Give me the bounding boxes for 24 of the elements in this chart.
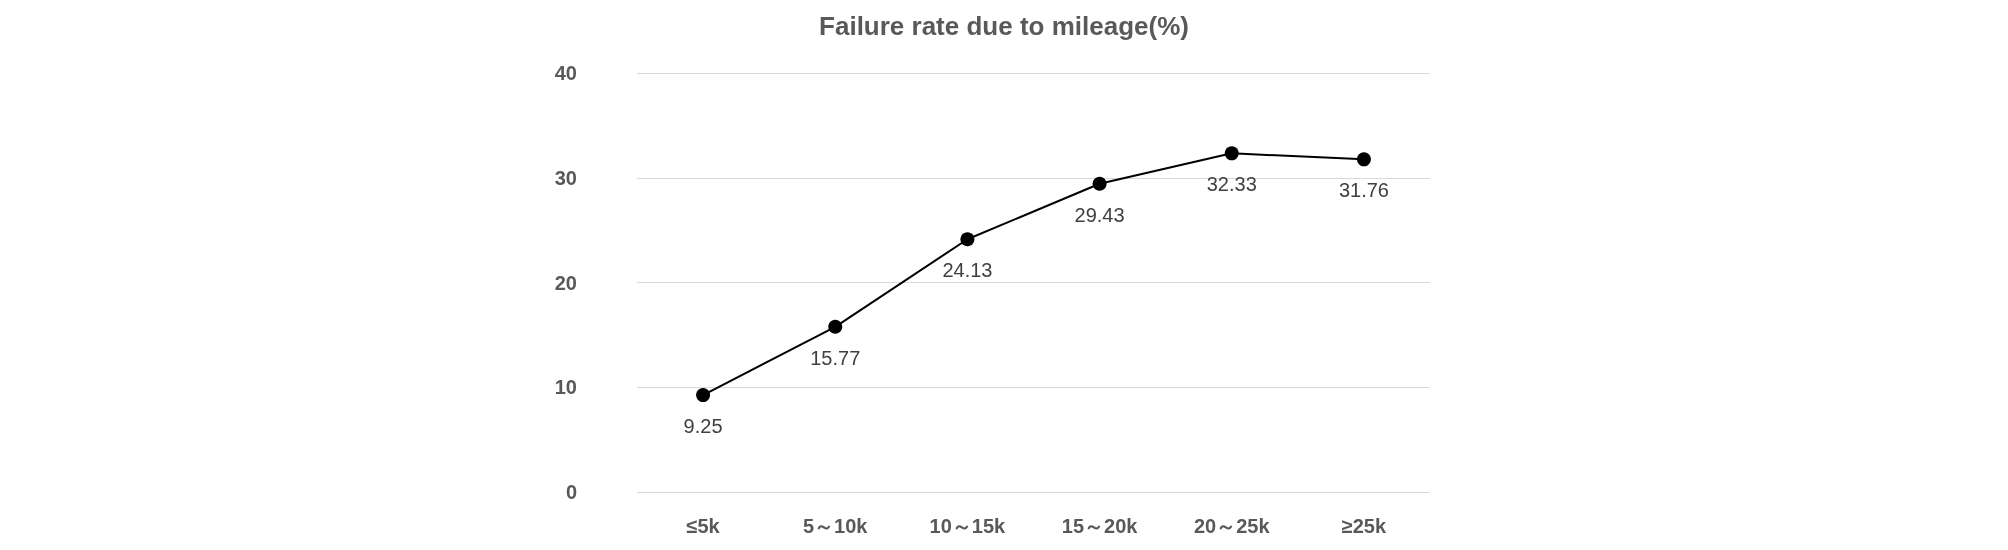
- data-label: 15.77: [810, 346, 861, 369]
- point: [696, 388, 711, 403]
- point: [1092, 176, 1107, 191]
- y-tick-label: 20: [554, 271, 577, 294]
- y-tick-label: 30: [554, 166, 577, 189]
- y-tick-label: 10: [554, 376, 577, 399]
- data-label: 29.43: [1074, 203, 1125, 226]
- x-tick-label: ≤5k: [686, 515, 721, 537]
- y-tick-label: 0: [565, 481, 577, 503]
- point: [1356, 152, 1371, 167]
- data-label: 24.13: [942, 259, 993, 282]
- x-tick-label: 10～15k: [929, 515, 1007, 537]
- x-tick-label: ≥25k: [1341, 515, 1387, 537]
- data-label: 32.33: [1206, 173, 1257, 196]
- x-tick-label: 5～10k: [803, 515, 869, 537]
- x-tick-label: 15～20k: [1061, 515, 1139, 537]
- y-tick-label: 40: [554, 62, 577, 84]
- data-label: 9.25: [683, 415, 723, 438]
- data-label: 31.76: [1338, 179, 1389, 202]
- point: [828, 319, 843, 334]
- x-tick-label: 20～25k: [1193, 515, 1271, 537]
- point: [960, 232, 975, 247]
- point: [1224, 146, 1239, 161]
- chart-title: Failure rate due to mileage(%): [819, 11, 1189, 41]
